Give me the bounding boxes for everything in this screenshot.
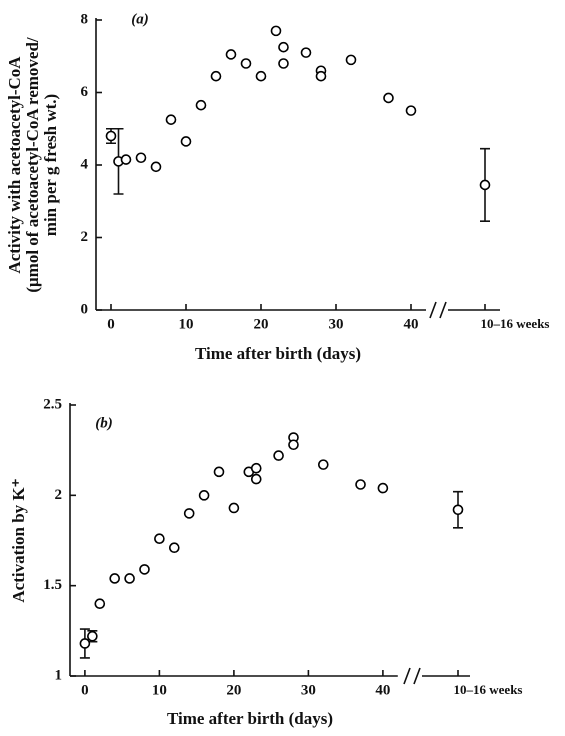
data-point [355, 479, 366, 490]
data-point [150, 161, 162, 173]
y-axis-label: Activation by K⁺ [9, 478, 28, 602]
y-tick-label: 2 [81, 229, 89, 245]
panel-label: (a) [131, 11, 149, 27]
data-point [250, 473, 262, 485]
data-point [120, 154, 132, 165]
y-axis-label: (μmol of acetoacetyl-CoA removed/ [23, 37, 42, 293]
panel-label: (b) [95, 415, 113, 431]
y-tick-label: 1 [55, 667, 63, 683]
x-tick-label: 40 [375, 682, 390, 698]
x-tick-label: 20 [226, 682, 241, 698]
data-point [135, 152, 147, 164]
data-point [288, 439, 299, 451]
data-point [225, 49, 237, 60]
data-point [255, 70, 267, 82]
x-tick-label: 0 [107, 316, 115, 332]
x-tick-label: 20 [254, 316, 269, 332]
data-point [240, 58, 252, 69]
data-point [345, 54, 357, 66]
y-axis-label: Activity with acetoacetyl-CoA [5, 56, 24, 274]
data-point [94, 598, 106, 610]
x-axis-label: Time after birth (days) [167, 709, 333, 728]
x-tick-label: 10–16 weeks [454, 682, 523, 697]
data-point [124, 573, 135, 584]
data-point [405, 105, 417, 116]
y-tick-label: 1.5 [43, 577, 62, 593]
data-point [105, 130, 117, 142]
data-point [250, 462, 262, 474]
y-tick-label: 4 [81, 156, 89, 172]
x-tick-label: 30 [329, 316, 344, 332]
x-axis-label: Time after birth (days) [195, 344, 361, 363]
data-point [109, 573, 120, 584]
data-point [300, 47, 312, 58]
y-tick-label: 6 [81, 84, 89, 100]
data-point [79, 638, 91, 649]
x-tick-label: 40 [404, 316, 419, 332]
data-point [479, 179, 491, 191]
data-point [278, 58, 289, 69]
y-tick-label: 8 [81, 11, 89, 27]
x-tick-label: 10 [152, 682, 167, 698]
data-point [377, 482, 389, 494]
data-point [198, 490, 210, 501]
data-point [154, 533, 165, 544]
data-point [183, 508, 195, 519]
y-tick-label: 0 [81, 301, 89, 317]
data-point [210, 70, 222, 82]
data-point [165, 114, 177, 125]
x-tick-label: 10–16 weeks [481, 316, 550, 331]
x-tick-label: 0 [81, 682, 89, 698]
x-tick-label: 10 [179, 316, 194, 332]
y-tick-label: 2.5 [43, 396, 62, 412]
data-point [278, 41, 289, 53]
y-tick-label: 2 [55, 487, 63, 503]
data-point [452, 504, 464, 516]
data-point [273, 450, 284, 461]
data-point [180, 136, 192, 147]
data-point [317, 459, 329, 470]
data-point [383, 92, 394, 104]
data-point [139, 564, 150, 575]
data-point [228, 502, 240, 514]
data-point [213, 466, 225, 478]
x-tick-label: 30 [301, 682, 316, 698]
axis-break [403, 667, 421, 685]
data-point [270, 25, 282, 37]
data-point [87, 630, 98, 642]
data-point [315, 70, 327, 82]
data-point [195, 99, 207, 111]
axis-break [429, 301, 447, 319]
y-axis-label: min per g fresh wt.) [41, 94, 60, 236]
data-point [169, 542, 180, 554]
